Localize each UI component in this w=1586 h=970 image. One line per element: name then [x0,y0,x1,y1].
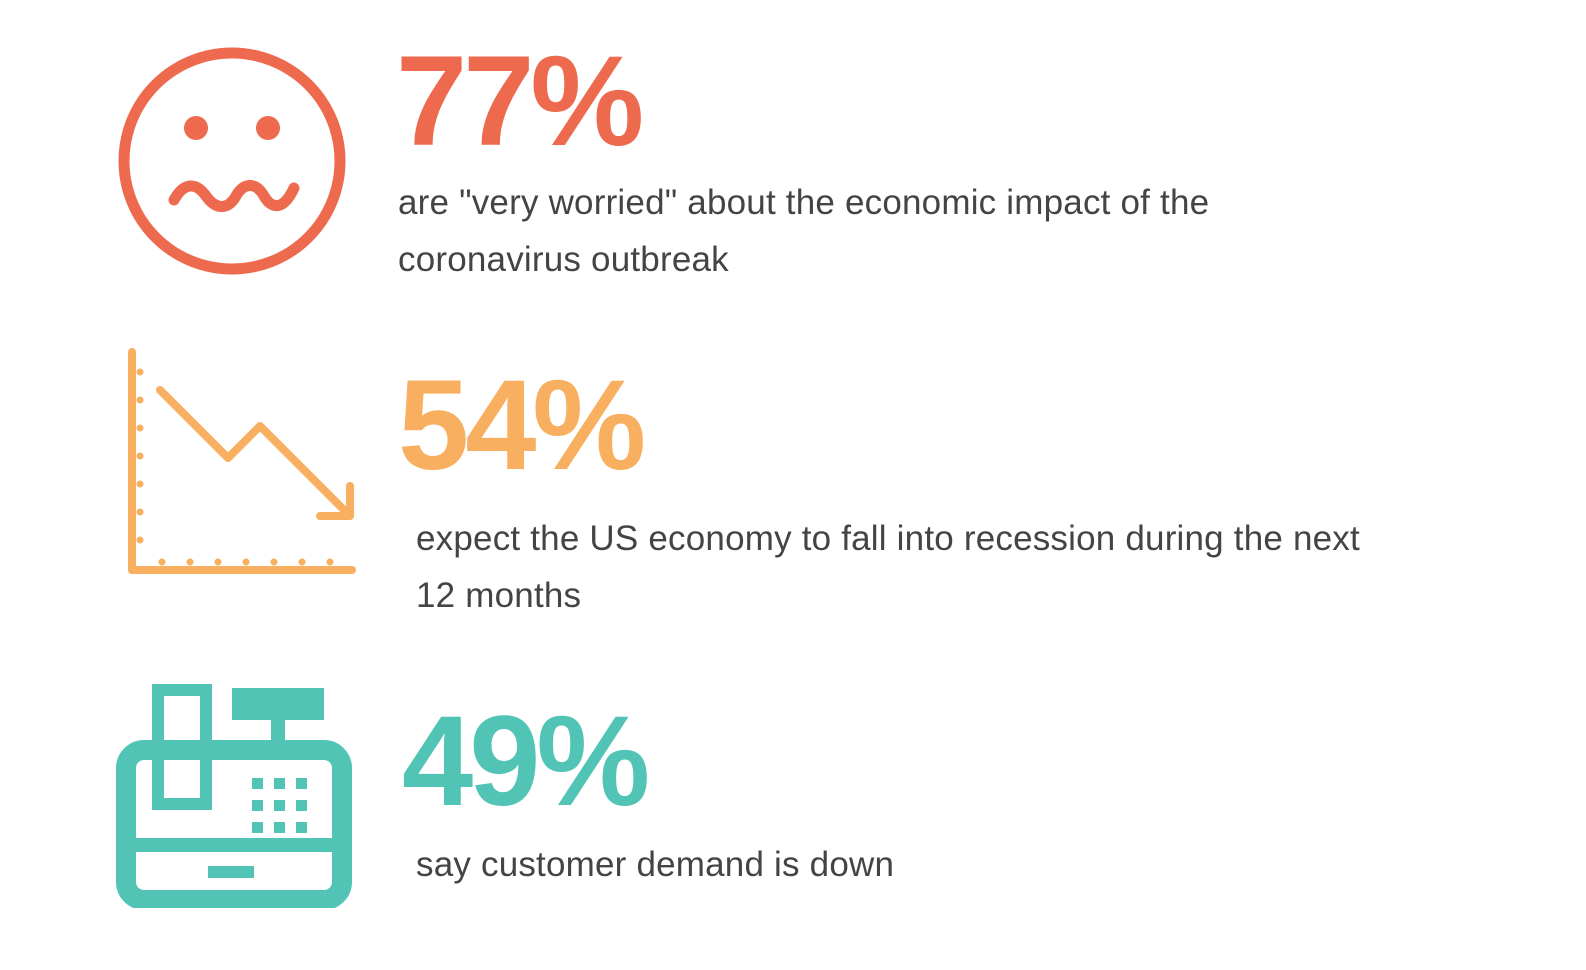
cash-register-icon [116,680,352,908]
stat-value: 77% [396,30,644,173]
stat-value: 54% [398,354,646,497]
stat-demand: 49% say customer demand is down [0,640,1586,970]
stat-recession: 54% expect the US economy to fall into r… [0,310,1586,640]
declining-chart-icon [120,348,370,580]
stat-description: are "very worried" about the economic im… [398,183,1210,279]
worried-face-icon [112,40,352,280]
stat-worried: 77% are "very worried" about the economi… [0,0,1586,310]
stat-description: say customer demand is down [416,845,895,884]
stat-description: expect the US economy to fall into reces… [416,519,1360,615]
stat-value: 49% [402,690,650,833]
